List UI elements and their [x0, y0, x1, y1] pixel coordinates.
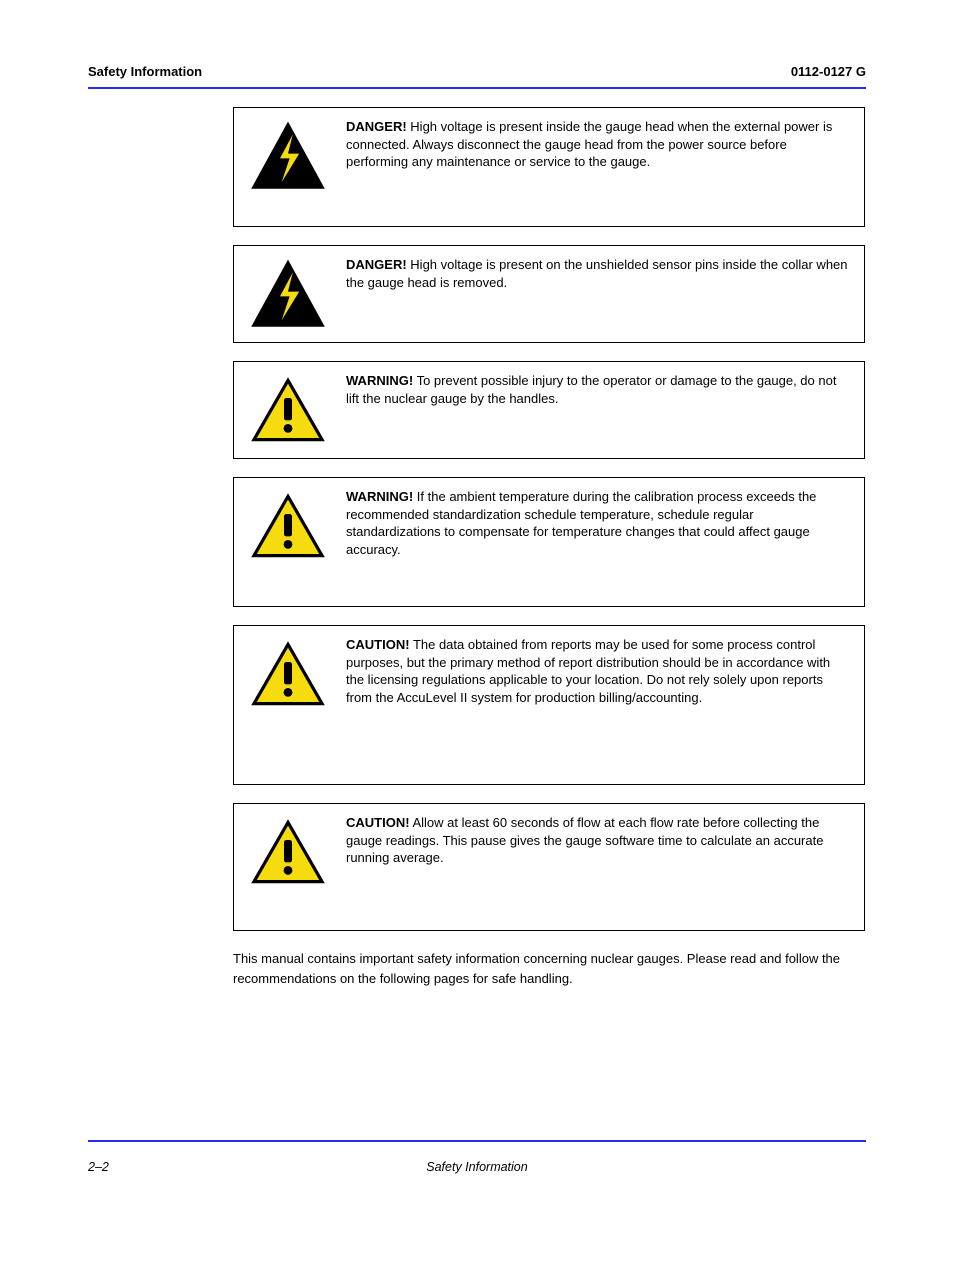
body-paragraph: This manual contains important safety in…	[233, 949, 865, 989]
panel-label: CAUTION!	[346, 637, 410, 652]
safety-panel: DANGER! High voltage is present on the u…	[233, 245, 865, 343]
footer-rule	[88, 1140, 866, 1142]
panel-label: WARNING!	[346, 373, 413, 388]
page-header: Safety Information 0112-0127 G	[88, 64, 866, 87]
lightning-bolt-icon	[248, 258, 328, 330]
safety-panel: WARNING! If the ambient temperature duri…	[233, 477, 865, 607]
panel-text: CAUTION! Allow at least 60 seconds of fl…	[346, 814, 848, 867]
warning-triangle-icon	[248, 490, 328, 562]
panel-icon	[246, 118, 330, 192]
safety-panel: DANGER! High voltage is present inside t…	[233, 107, 865, 227]
header-left: Safety Information	[88, 64, 202, 79]
panel-text: DANGER! High voltage is present inside t…	[346, 118, 848, 171]
safety-panel: CAUTION! The data obtained from reports …	[233, 625, 865, 785]
panel-label: DANGER!	[346, 257, 407, 272]
panels-container: DANGER! High voltage is present inside t…	[233, 107, 865, 931]
panel-icon	[246, 814, 330, 888]
safety-panel: WARNING! To prevent possible injury to t…	[233, 361, 865, 459]
panel-body: If the ambient temperature during the ca…	[346, 489, 816, 557]
panel-body: High voltage is present on the unshielde…	[346, 257, 848, 290]
panel-body: High voltage is present inside the gauge…	[346, 119, 832, 169]
panel-label: WARNING!	[346, 489, 413, 504]
panel-body: To prevent possible injury to the operat…	[346, 373, 836, 406]
warning-triangle-icon	[248, 374, 328, 446]
panel-body: Allow at least 60 seconds of flow at eac…	[346, 815, 823, 865]
panel-icon	[246, 636, 330, 710]
panel-text: WARNING! If the ambient temperature duri…	[346, 488, 848, 558]
page-footer: 2–2 Safety Information	[88, 1160, 866, 1174]
panel-icon	[246, 488, 330, 562]
panel-label: CAUTION!	[346, 815, 410, 830]
panel-icon	[246, 372, 330, 446]
page: Safety Information 0112-0127 G DANGER! H…	[0, 0, 954, 1272]
panel-text: WARNING! To prevent possible injury to t…	[346, 372, 848, 407]
footer-center: Safety Information	[88, 1160, 866, 1174]
panel-text: CAUTION! The data obtained from reports …	[346, 636, 848, 706]
header-rule	[88, 87, 866, 89]
panel-label: DANGER!	[346, 119, 407, 134]
safety-panel: CAUTION! Allow at least 60 seconds of fl…	[233, 803, 865, 931]
lightning-bolt-icon	[248, 120, 328, 192]
warning-triangle-icon	[248, 816, 328, 888]
panel-body: The data obtained from reports may be us…	[346, 637, 830, 705]
header-right: 0112-0127 G	[791, 64, 866, 79]
panel-text: DANGER! High voltage is present on the u…	[346, 256, 848, 291]
panel-icon	[246, 256, 330, 330]
warning-triangle-icon	[248, 638, 328, 710]
